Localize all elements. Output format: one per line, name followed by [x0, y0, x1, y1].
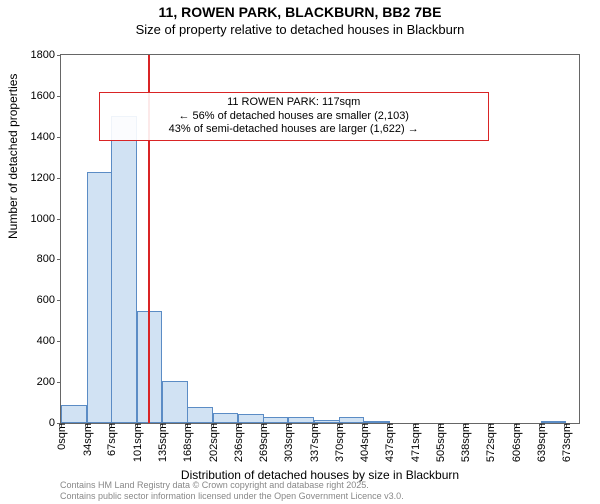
x-tick-label: 471sqm — [408, 423, 422, 462]
x-tick-label: 202sqm — [206, 423, 220, 462]
x-tick-label: 337sqm — [307, 423, 321, 462]
x-tick-label: 303sqm — [281, 423, 295, 462]
histogram-bar — [61, 405, 87, 423]
histogram-bar — [339, 417, 365, 423]
annotation-line: 43% of semi-detached houses are larger (… — [106, 123, 482, 137]
x-tick-label: 269sqm — [256, 423, 270, 462]
x-tick-label: 404sqm — [357, 423, 371, 462]
histogram-bar — [87, 172, 113, 423]
y-tick-mark — [57, 96, 61, 97]
x-tick-label: 236sqm — [231, 423, 245, 462]
x-tick-label: 0sqm — [54, 423, 68, 450]
y-axis-label: Number of detached properties — [6, 74, 20, 239]
histogram-bar — [187, 407, 213, 423]
y-tick-mark — [57, 341, 61, 342]
chart-footer: Contains HM Land Registry data © Crown c… — [60, 480, 404, 502]
y-tick-mark — [57, 55, 61, 56]
x-tick-label: 572sqm — [483, 423, 497, 462]
annotation-line: 11 ROWEN PARK: 117sqm — [106, 96, 482, 110]
annotation-line: ← 56% of detached houses are smaller (2,… — [106, 110, 482, 124]
histogram-bar — [263, 417, 289, 423]
x-tick-label: 673sqm — [559, 423, 573, 462]
y-tick-mark — [57, 382, 61, 383]
histogram-bar — [314, 420, 340, 423]
x-tick-label: 370sqm — [332, 423, 346, 462]
histogram-bar — [162, 381, 188, 423]
x-tick-label: 606sqm — [509, 423, 523, 462]
annotation-box: 11 ROWEN PARK: 117sqm← 56% of detached h… — [99, 92, 489, 141]
x-tick-label: 135sqm — [155, 423, 169, 462]
y-tick-mark — [57, 178, 61, 179]
chart-plot-area: 0200400600800100012001400160018000sqm34s… — [60, 54, 580, 424]
footer-line-1: Contains HM Land Registry data © Crown c… — [60, 480, 404, 491]
x-tick-label: 168sqm — [180, 423, 194, 462]
x-tick-label: 538sqm — [458, 423, 472, 462]
histogram-bar — [364, 421, 390, 423]
histogram-bar — [288, 417, 314, 423]
y-tick-mark — [57, 300, 61, 301]
x-tick-label: 505sqm — [433, 423, 447, 462]
x-tick-label: 101sqm — [130, 423, 144, 462]
y-tick-mark — [57, 219, 61, 220]
histogram-bar — [541, 421, 567, 423]
histogram-bar — [238, 414, 264, 423]
chart-title: 11, ROWEN PARK, BLACKBURN, BB2 7BE — [0, 4, 600, 20]
y-tick-mark — [57, 259, 61, 260]
chart-subtitle: Size of property relative to detached ho… — [0, 22, 600, 37]
histogram-bar — [213, 413, 239, 423]
footer-line-2: Contains public sector information licen… — [60, 491, 404, 502]
x-tick-label: 34sqm — [80, 423, 94, 456]
x-tick-label: 639sqm — [534, 423, 548, 462]
y-tick-mark — [57, 137, 61, 138]
histogram-bar — [111, 116, 137, 423]
x-tick-label: 67sqm — [104, 423, 118, 456]
x-tick-label: 437sqm — [382, 423, 396, 462]
